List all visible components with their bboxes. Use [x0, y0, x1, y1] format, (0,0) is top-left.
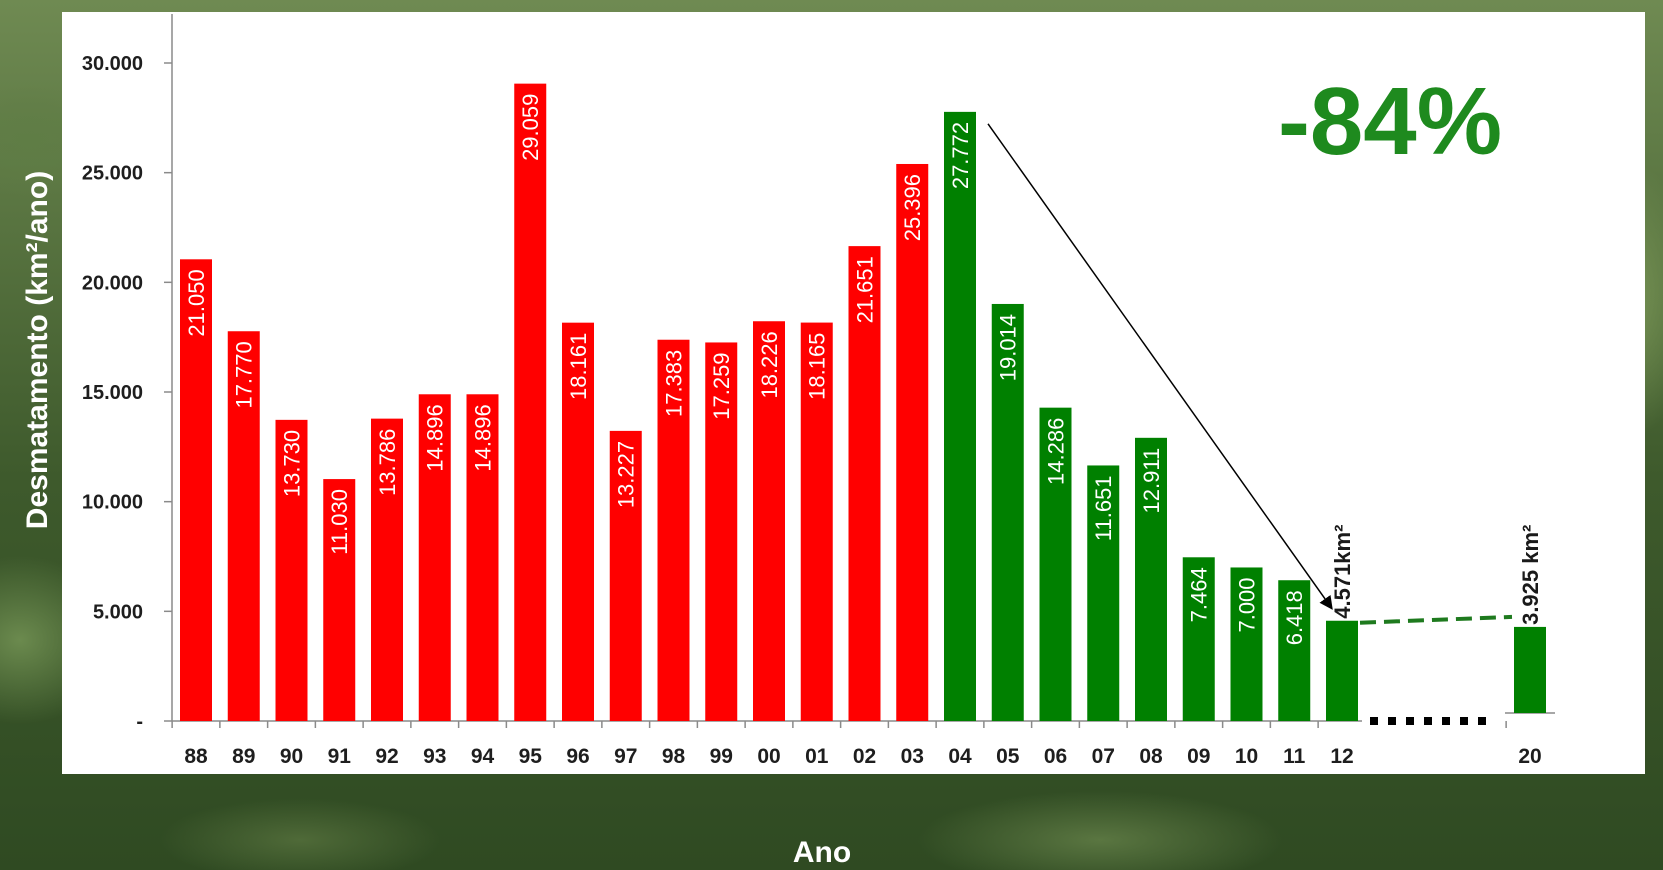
bar-94: [466, 394, 499, 721]
bar-92: [371, 418, 403, 721]
x-tick-label: 92: [375, 745, 398, 768]
x-tick-label: 98: [662, 745, 686, 768]
data-label-93: 14.896: [423, 404, 448, 471]
bar-08: [1135, 437, 1167, 721]
x-tick-label: 91: [328, 745, 352, 768]
x-tick-label: 93: [423, 745, 446, 768]
data-label-92: 13.786: [375, 429, 400, 496]
y-tick-label: -: [136, 711, 143, 733]
bar-04: [944, 111, 976, 721]
y-tick-label: 20.000: [82, 272, 143, 294]
percent-reduction-annotation: -84%: [1278, 68, 1502, 175]
data-label-10: 7.000: [1235, 577, 1260, 632]
data-label-11: 6.418: [1282, 590, 1307, 645]
data-label-96: 18.161: [566, 333, 591, 400]
bar-98: [657, 339, 690, 721]
bar-00: [753, 321, 785, 721]
bar-97: [609, 430, 642, 721]
data-label-94: 14.896: [471, 404, 496, 471]
data-label-05: 19.014: [996, 314, 1021, 381]
data-label-90: 13.730: [280, 430, 305, 497]
data-label-20: 3.925 km²: [1518, 525, 1543, 625]
bar-11: [1278, 580, 1311, 721]
x-tick-label: 20: [1518, 745, 1541, 768]
x-tick-label: 06: [1044, 745, 1067, 768]
data-label-98: 17.383: [662, 350, 687, 417]
x-tick-label: 94: [471, 745, 495, 768]
data-label-88: 21.050: [184, 269, 209, 336]
x-tick-label: 99: [710, 745, 733, 768]
y-axis-title: Desmatamento (km²/ano): [21, 171, 54, 529]
x-tick-label: 10: [1235, 745, 1258, 768]
x-tick-label: 02: [853, 745, 876, 768]
bar-88: [180, 259, 212, 721]
x-tick-label: 08: [1139, 745, 1163, 768]
x-axis-title: Ano: [793, 836, 851, 869]
x-tick-label: 11: [1283, 745, 1306, 768]
x-tick-label: 96: [566, 745, 589, 768]
bar-99: [705, 342, 738, 721]
bar-20: [1514, 626, 1546, 713]
y-tick-label: 25.000: [82, 163, 143, 185]
bar-09: [1182, 557, 1215, 721]
data-label-97: 13.227: [614, 441, 639, 508]
bar-91: [323, 479, 356, 721]
data-label-04: 27.772: [948, 122, 973, 189]
bar-90: [275, 419, 308, 721]
x-tick-label: 97: [614, 745, 637, 768]
x-tick-label: 90: [280, 745, 303, 768]
data-label-09: 7.464: [1187, 567, 1212, 622]
data-label-03: 25.396: [900, 174, 925, 241]
x-tick-label: 05: [996, 745, 1020, 768]
y-tick-label: 15.000: [82, 382, 143, 404]
data-label-89: 17.770: [232, 341, 257, 408]
bar-06: [1039, 407, 1072, 721]
x-tick-label: 01: [805, 745, 829, 768]
data-label-00: 18.226: [757, 331, 782, 398]
reduction-arrow: [987, 123, 1333, 610]
bar-89: [227, 331, 260, 721]
y-tick-label: 5.000: [93, 601, 143, 623]
bar-93: [418, 394, 451, 721]
bar-07: [1087, 465, 1120, 721]
data-label-99: 17.259: [709, 352, 734, 419]
bar-10: [1230, 567, 1263, 721]
data-label-01: 18.165: [805, 333, 830, 400]
x-tick-label: 89: [232, 745, 255, 768]
data-label-07: 11.651: [1091, 475, 1116, 541]
x-tick-label: 03: [901, 745, 924, 768]
bar-96: [562, 322, 594, 721]
y-tick-label: 10.000: [82, 492, 143, 514]
bar-03: [896, 163, 929, 721]
trend-dashed-line: [1359, 614, 1513, 625]
data-label-02: 21.651: [853, 256, 878, 323]
x-tick-label: 88: [184, 745, 208, 768]
data-label-06: 14.286: [1044, 418, 1069, 485]
data-label-91: 11.030: [327, 489, 352, 555]
x-tick-label: 07: [1092, 745, 1115, 768]
data-label-95: 29.059: [518, 94, 543, 161]
bar-12: [1326, 620, 1358, 721]
bar-05: [991, 303, 1024, 721]
bar-02: [848, 246, 881, 721]
x-tick-label: 12: [1330, 745, 1353, 768]
x-tick-label: 95: [519, 745, 543, 768]
x-tick-label: 00: [757, 745, 780, 768]
data-label-12: 4.571km²: [1330, 525, 1355, 619]
data-label-08: 12.911: [1139, 448, 1164, 514]
bar-95: [514, 83, 547, 721]
y-tick-label: 30.000: [82, 53, 143, 75]
x-tick-label: 04: [948, 745, 972, 768]
bar-01: [800, 322, 833, 721]
x-tick-label: 09: [1187, 745, 1210, 768]
